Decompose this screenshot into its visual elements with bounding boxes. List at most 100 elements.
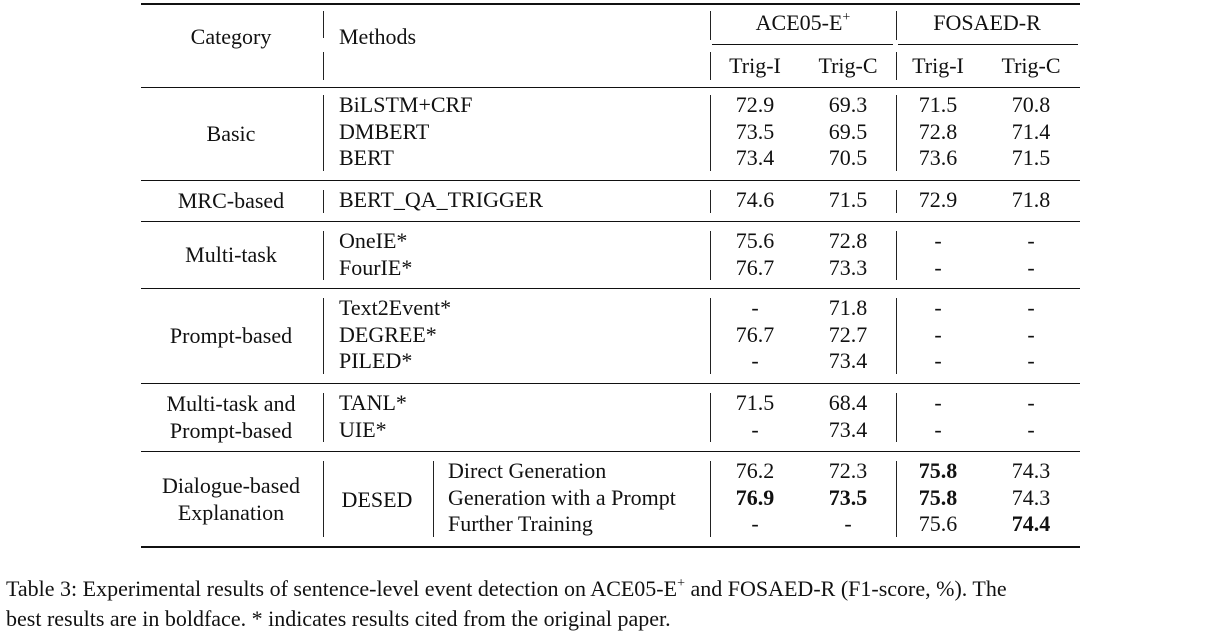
column-sep-datasets [896,393,897,442]
method-name: OneIE* [339,228,408,253]
result-cell: 73.4 [735,145,775,170]
result-cell: 71.8 [1011,187,1051,212]
column-sep-methods [710,298,711,374]
method-name: UIE* [339,416,387,442]
top-rule [141,3,1080,5]
result-cell: 72.3 [828,458,868,483]
header-metric: Trig-I [912,53,964,78]
result-cell: 74.3 [1011,458,1051,483]
result-cell: 75.8 [918,484,958,510]
header-metric: Trig-C [818,53,878,78]
column-sep-category [323,461,324,537]
header-methods: Methods [339,24,416,49]
result-cell: 72.8 [918,118,958,144]
column-sep-datasets [896,298,897,374]
group-divider [141,288,1080,289]
header-sep-datasets [896,11,897,40]
category-label: Basic [206,120,256,146]
result-cell: - [844,511,852,536]
result-cell: 71.5 [828,187,868,212]
header-sep-methods [710,11,711,40]
header-sep-datasets [896,52,897,80]
result-cell: - [751,511,759,536]
column-sep-datasets [896,231,897,280]
caption-line-2: best results are in boldface. * indicate… [6,606,671,631]
result-cell: 72.7 [828,321,868,347]
header-dataset-ace05-sup: + [842,10,851,25]
column-sep-category [323,231,324,280]
method-name: Direct Generation [448,458,607,483]
column-sep-category [323,298,324,374]
category-label: Prompt-based [169,417,293,443]
result-cell: 75.8 [918,458,958,483]
bottom-rule [141,546,1080,548]
method-name: BERT [339,145,394,170]
result-cell: - [1027,390,1035,415]
result-cell: 73.5 [735,118,775,144]
result-cell: 71.5 [735,390,775,415]
result-cell: 72.8 [828,228,868,253]
result-cell: 73.4 [828,416,868,442]
header-sep-category [323,11,324,38]
result-cell: - [934,228,942,253]
result-cell: 73.3 [828,254,868,280]
result-cell: 76.7 [735,321,775,347]
table-caption: Table 3: Experimental results of sentenc… [6,574,1212,634]
result-cell: 76.9 [735,484,775,510]
result-cell: - [934,348,942,373]
result-cell: 69.5 [828,118,868,144]
column-sep-methods [710,95,711,171]
column-sep-category [323,95,324,171]
method-name: Generation with a Prompt [448,484,676,510]
dataset-underline-fosaed [898,44,1078,45]
column-sep-methods [710,231,711,280]
header-dataset-ace05: ACE05-E+ [755,10,851,35]
result-cell: - [1027,321,1035,347]
result-cell: 75.6 [735,228,775,253]
column-sep-methods [710,461,711,537]
group-divider [141,221,1080,222]
result-cell: - [1027,348,1035,373]
result-cell: 72.9 [735,92,775,117]
result-cell: 71.5 [918,92,958,117]
result-cell: - [934,254,942,280]
result-cell: 71.4 [1011,118,1051,144]
group-divider [141,451,1080,452]
category-label: Dialogue-based [161,473,301,498]
result-cell: - [934,321,942,347]
result-cell: 68.4 [828,390,868,415]
result-cell: - [1027,228,1035,253]
result-cell: - [1027,416,1035,442]
header-category: Category [190,24,272,49]
header-sep-category [323,52,324,80]
column-sep-methods [710,190,711,213]
header-dataset-fosaed: FOSAED-R [933,10,1041,35]
result-cell: 73.4 [828,348,868,373]
result-cell: - [1027,295,1035,320]
column-sep-category [323,190,324,213]
result-cell: - [751,348,759,373]
result-cell: - [934,295,942,320]
method-name: DMBERT [339,118,430,144]
result-cell: 74.4 [1011,511,1051,536]
method-name: FourIE* [339,254,413,280]
category-label: Prompt-based [169,322,293,348]
result-cell: 73.5 [828,484,868,510]
header-metric: Trig-C [1001,53,1061,78]
caption-line-1: Table 3: Experimental results of sentenc… [6,576,1007,601]
result-cell: 73.6 [918,145,958,170]
result-cell: 70.5 [828,145,868,170]
column-sep-datasets [896,190,897,213]
method-name: BiLSTM+CRF [339,92,473,117]
result-cell: - [751,295,759,320]
method-name: PILED* [339,348,413,373]
category-label: Explanation [177,499,285,525]
column-sep-datasets [896,95,897,171]
column-sep-methods [710,393,711,442]
result-cell: - [1027,254,1035,280]
result-cell: 76.7 [735,254,775,280]
result-cell: - [934,416,942,442]
method-name: BERT_QA_TRIGGER [339,187,544,212]
category-label: MRC-based [177,187,285,213]
